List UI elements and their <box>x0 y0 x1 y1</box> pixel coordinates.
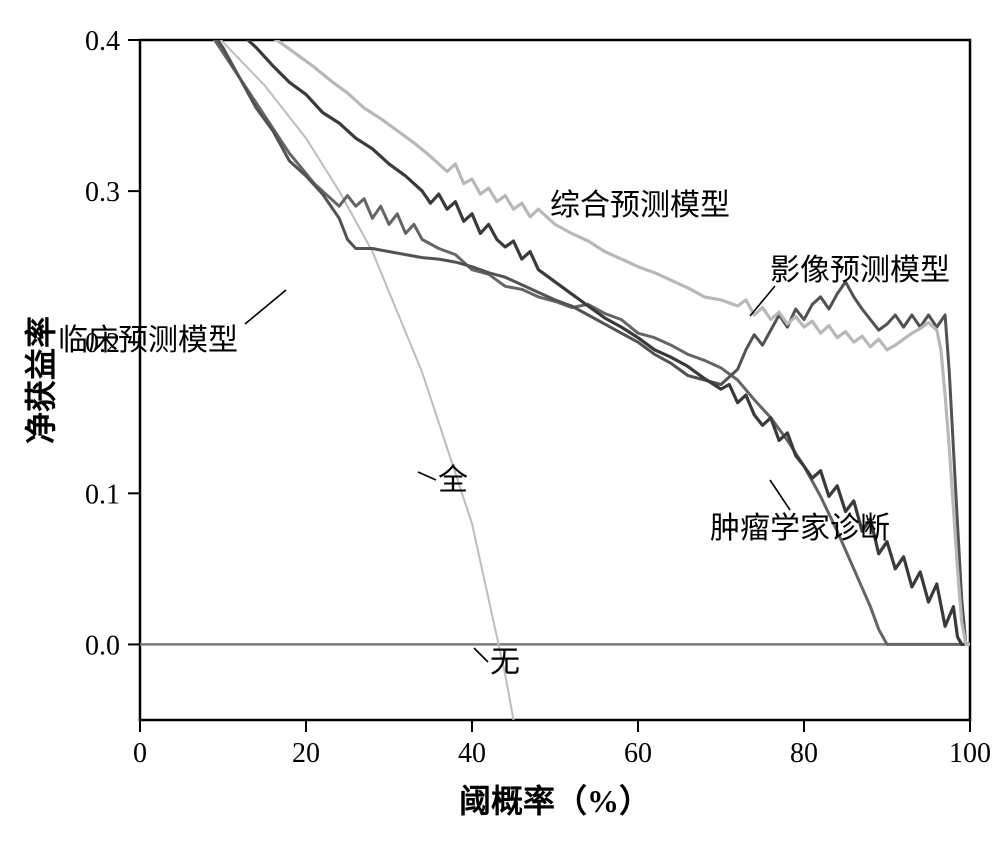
x-tick-label: 60 <box>624 738 652 769</box>
plot-area <box>140 40 970 720</box>
x-axis-title: 阈概率（%） <box>459 783 651 819</box>
x-tick-label: 0 <box>133 738 147 769</box>
x-tick-label: 100 <box>949 738 991 769</box>
y-axis-title: 净获益率 <box>23 316 59 444</box>
chart-svg: 0204060801000.00.10.20.30.4阈概率（%）净获益率综合预… <box>0 0 1000 845</box>
clinical-label: 临床预测模型 <box>58 324 238 357</box>
x-tick-label: 20 <box>292 738 320 769</box>
y-tick-label: 0.1 <box>85 479 120 510</box>
decision-curve-chart: 0204060801000.00.10.20.30.4阈概率（%）净获益率综合预… <box>0 0 1000 845</box>
x-tick-label: 80 <box>790 738 818 769</box>
none-label: 无 <box>490 646 520 679</box>
y-tick-label: 0.4 <box>85 26 120 57</box>
x-tick-label: 40 <box>458 738 486 769</box>
y-tick-label: 0.0 <box>85 630 120 661</box>
all-label: 全 <box>438 464 468 497</box>
combined-label: 综合预测模型 <box>550 189 730 222</box>
imaging-label: 影像预测模型 <box>770 254 950 287</box>
y-tick-label: 0.3 <box>85 177 120 208</box>
oncologist-label: 肿瘤学家诊断 <box>710 512 890 545</box>
